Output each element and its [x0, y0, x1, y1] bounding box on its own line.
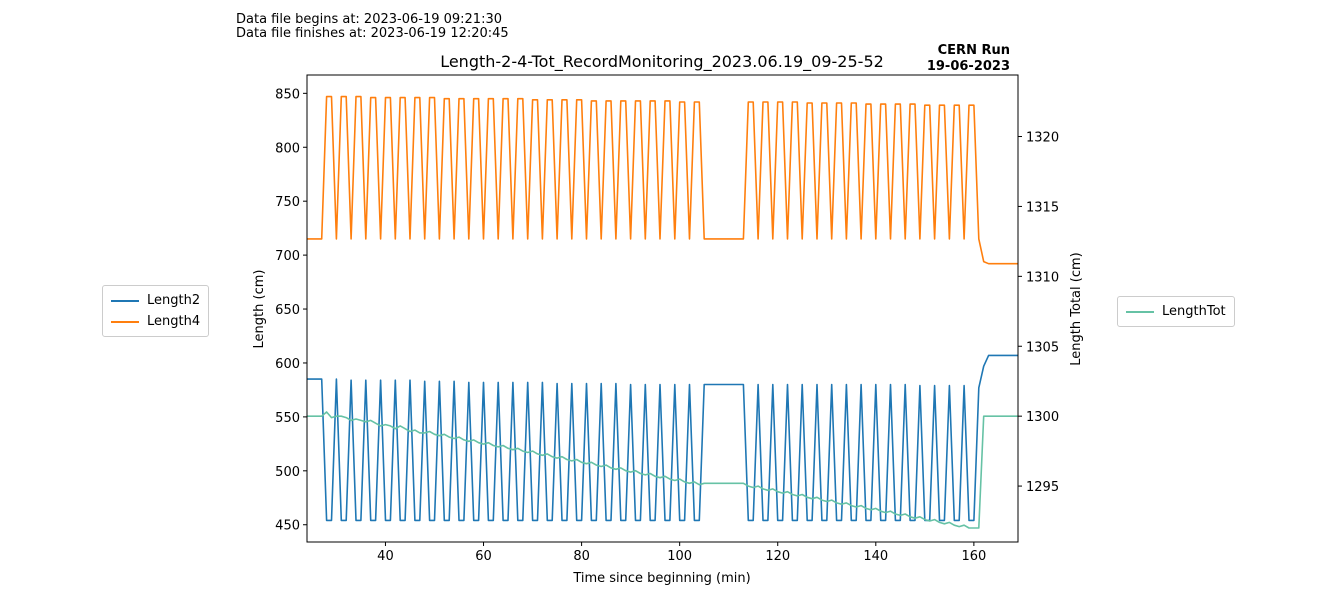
y-tick-label-right: 1305 [1026, 340, 1059, 355]
y-tick-label-left: 450 [275, 519, 300, 534]
legend-swatch-lengthtot [1126, 310, 1154, 313]
y-tick-label-right: 1315 [1026, 200, 1059, 215]
file-finish-text: Data file finishes at: 2023-06-19 12:20:… [236, 26, 509, 41]
legend-swatch-length4 [111, 320, 139, 323]
plot-frame [306, 74, 1019, 543]
y-tick-label-right: 1310 [1026, 270, 1059, 285]
x-tick-label: 60 [475, 549, 492, 564]
series-line-length4 [307, 95, 1018, 265]
x-tick-label: 40 [377, 549, 394, 564]
y-tick-label-left: 600 [275, 357, 300, 372]
x-tick-label: 160 [961, 549, 986, 564]
legend-item-length4: Length4 [111, 311, 200, 332]
chart-title: Length-2-4-Tot_RecordMonitoring_2023.06.… [440, 52, 884, 72]
x-tick-label: 120 [765, 549, 790, 564]
run-label-date: 19-06-2023 [927, 59, 1010, 74]
legend-right: LengthTot [1117, 296, 1235, 327]
y-tick-label-left: 550 [275, 411, 300, 426]
legend-label-lengthtot: LengthTot [1162, 304, 1226, 319]
run-label-title: CERN Run [938, 43, 1010, 58]
file-begin-text: Data file begins at: 2023-06-19 09:21:30 [236, 12, 503, 27]
x-axis-label: Time since beginning (min) [572, 571, 750, 586]
series-line-lengthtot [307, 411, 1018, 529]
y-axis-label-right: Length Total (cm) [1069, 252, 1084, 365]
legend-left: Length2 Length4 [102, 285, 210, 337]
y-tick-label-left: 700 [275, 249, 300, 264]
legend-label-length4: Length4 [147, 314, 201, 329]
legend-label-length2: Length2 [147, 293, 201, 308]
legend-swatch-length2 [111, 299, 139, 302]
y-tick-label-left: 800 [275, 141, 300, 156]
y-tick-label-left: 750 [275, 195, 300, 210]
y-tick-label-left: 500 [275, 465, 300, 480]
plot-lines [307, 95, 1018, 529]
legend-item-lengthtot: LengthTot [1126, 301, 1226, 322]
legend-item-length2: Length2 [111, 290, 200, 311]
y-tick-label-left: 650 [275, 303, 300, 318]
axes: 40 60 80 100 120 140 160 450 500 550 600 650 700 750 8… [275, 74, 1059, 564]
series-line-length2 [307, 354, 1018, 522]
y-tick-label-right: 1300 [1026, 410, 1059, 425]
y-tick-label-left: 850 [275, 87, 300, 102]
y-axis-label-left: Length (cm) [252, 270, 267, 349]
y-tick-label-right: 1320 [1026, 131, 1059, 146]
x-tick-label: 100 [667, 549, 692, 564]
y-tick-label-right: 1295 [1026, 480, 1059, 495]
x-tick-label: 80 [573, 549, 590, 564]
x-tick-label: 140 [863, 549, 888, 564]
